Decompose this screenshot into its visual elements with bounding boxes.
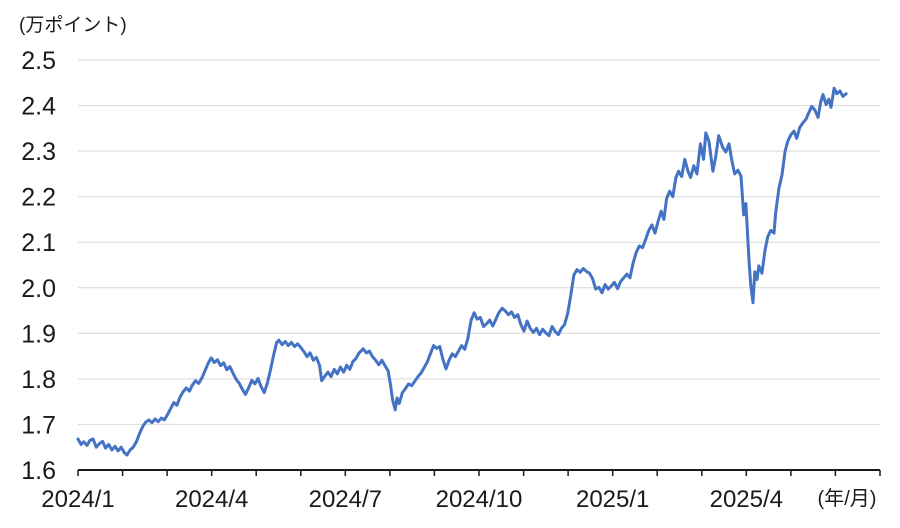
y-tick-label: 1.8 xyxy=(21,366,56,394)
x-tick-label: 2025/1 xyxy=(576,486,649,513)
y-tick-label: 2.3 xyxy=(21,138,56,166)
y-tick-label: 1.9 xyxy=(21,320,56,348)
y-tick-label: 1.6 xyxy=(21,457,56,485)
y-tick-label: 2.1 xyxy=(21,229,56,257)
y-tick-label: 2.5 xyxy=(21,47,56,75)
y-tick-label: 2.4 xyxy=(21,93,56,121)
x-tick-label: 2024/7 xyxy=(309,486,382,513)
x-tick-label: 2024/4 xyxy=(175,486,248,513)
y-axis-unit-label: (万ポイント) xyxy=(19,15,127,36)
index-price-line xyxy=(76,86,848,457)
y-tick-label: 2.0 xyxy=(21,275,56,303)
y-tick-label: 2.2 xyxy=(21,184,56,212)
x-tick-label: 2024/10 xyxy=(436,486,523,513)
x-tick-label: 2024/1 xyxy=(41,486,114,513)
y-tick-label: 1.7 xyxy=(21,411,56,439)
x-tick-label: 2025/4 xyxy=(710,486,783,513)
x-axis-unit-label: (年/月) xyxy=(817,488,877,510)
